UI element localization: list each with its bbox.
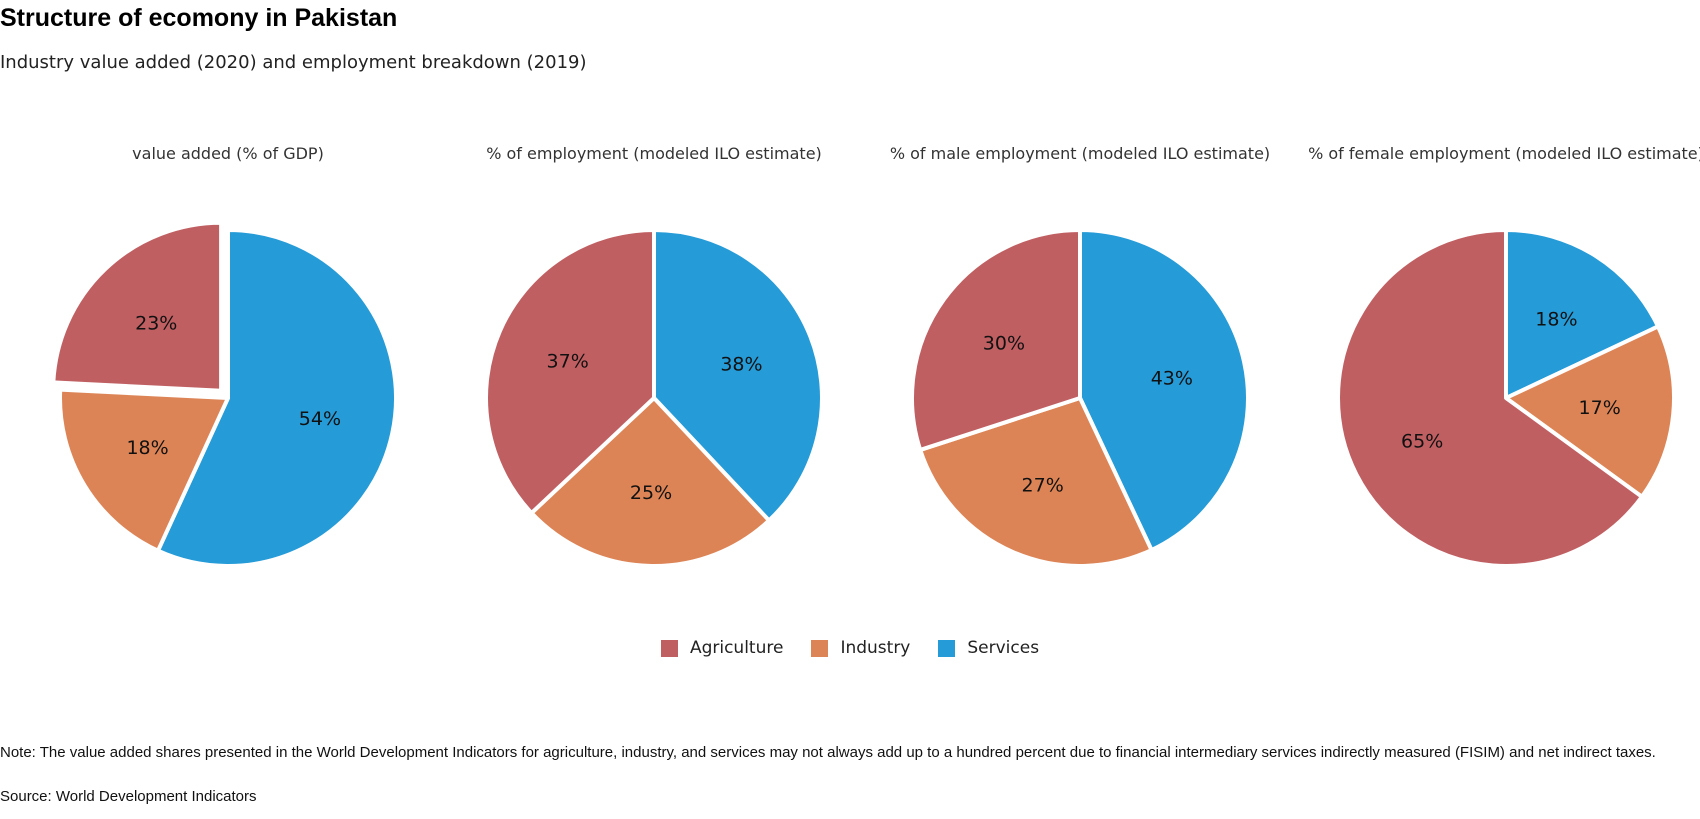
pie-label-agriculture: 37% xyxy=(547,351,589,373)
pie-chart-3: % of male employment (modeled ILO estima… xyxy=(890,144,1270,568)
legend-item-industry: Industry xyxy=(811,638,910,658)
pie-label-industry: 17% xyxy=(1579,397,1621,419)
pie-label-services: 18% xyxy=(1535,309,1577,331)
legend-swatch-industry xyxy=(811,639,829,657)
pie-label-services: 43% xyxy=(1151,367,1193,389)
footnote: Note: The value added shares presented i… xyxy=(0,744,1656,761)
pie-slice-agriculture xyxy=(910,228,1082,452)
legend-label-agriculture: Agriculture xyxy=(689,638,784,658)
pie-label-services: 54% xyxy=(299,408,341,430)
pie-label-agriculture: 65% xyxy=(1401,431,1443,453)
pie-slice-agriculture xyxy=(1336,228,1644,568)
legend-swatch-services xyxy=(938,639,956,657)
pie-chart-1: value added (% of GDP) 54% 18% 23% xyxy=(51,144,398,568)
pie-slice-agriculture xyxy=(484,228,656,516)
legend-label-services: Services xyxy=(967,638,1040,658)
pie-title: % of male employment (modeled ILO estima… xyxy=(890,144,1270,163)
pie-slice-services xyxy=(1504,228,1661,400)
chart-subtitle: Industry value added (2020) and employme… xyxy=(0,52,587,73)
legend: Agriculture Industry Services xyxy=(0,638,1700,658)
pie-title: value added (% of GDP) xyxy=(132,144,324,163)
pie-charts-svg: value added (% of GDP) 54% 18% 23% % of empl… xyxy=(51,144,1700,568)
pie-chart-2: % of employment (modeled ILO estimate) 38… xyxy=(484,144,824,568)
pie-slice-industry xyxy=(58,387,230,553)
legend-item-services: Services xyxy=(938,638,1039,658)
legend-swatch-agriculture xyxy=(660,639,678,657)
pie-label-agriculture: 30% xyxy=(983,333,1025,355)
source-note: Source: World Development Indicators xyxy=(0,788,257,805)
pie-label-agriculture: 23% xyxy=(135,313,177,335)
pie-slice-industry xyxy=(529,396,772,568)
pie-slice-agriculture xyxy=(51,220,224,393)
pie-charts-panel: value added (% of GDP) 54% 18% 23% % of empl… xyxy=(0,120,1700,590)
legend-label-industry: Industry xyxy=(840,638,911,658)
pie-slice-industry xyxy=(918,396,1154,568)
pie-slice-services xyxy=(652,228,824,523)
legend-item-agriculture: Agriculture xyxy=(660,638,784,658)
pie-label-industry: 25% xyxy=(630,482,672,504)
pie-label-services: 38% xyxy=(720,353,762,375)
pie-title: % of female employment (modeled ILO esti… xyxy=(1308,144,1700,163)
pie-label-industry: 27% xyxy=(1022,474,1064,496)
chart-title: Structure of ecomony in Pakistan xyxy=(0,4,398,32)
pie-slice-services xyxy=(1078,228,1250,553)
pie-slice-industry xyxy=(1504,324,1676,499)
pie-slice-services xyxy=(155,228,398,568)
pie-title: % of employment (modeled ILO estimate) xyxy=(486,144,822,163)
pie-label-industry: 18% xyxy=(126,437,168,459)
pie-chart-4: % of female employment (modeled ILO esti… xyxy=(1308,144,1700,568)
